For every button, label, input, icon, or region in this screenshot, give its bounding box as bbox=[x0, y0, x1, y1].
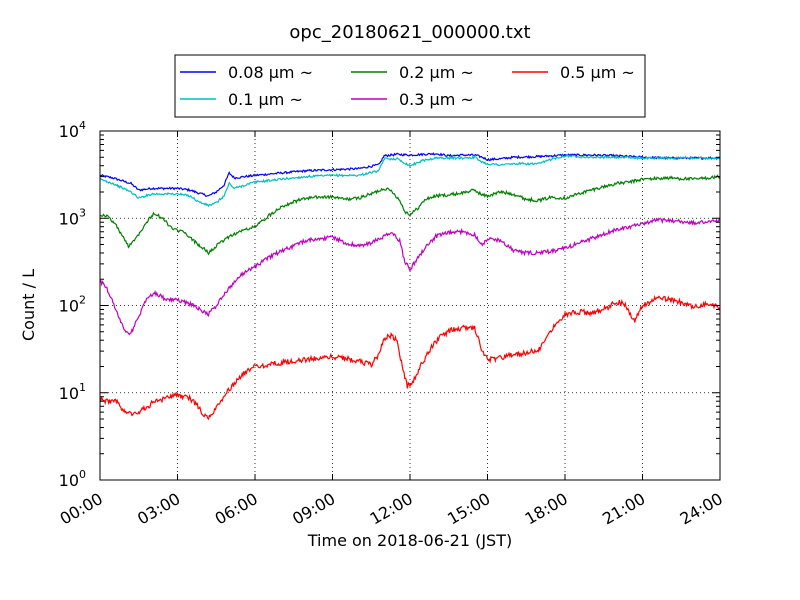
x-tick-label: 18:00 bbox=[522, 489, 571, 529]
x-tick-label: 06:00 bbox=[212, 489, 261, 529]
x-tick-label: 21:00 bbox=[599, 489, 648, 529]
legend: 0.08 μm ~ 0.1 μm ~ 0.2 μm ~ 0.3 μm ~ 0.5 μm … bbox=[174, 54, 646, 118]
x-tick-label: 00:00 bbox=[57, 489, 106, 529]
series-line bbox=[99, 154, 721, 208]
legend-label: 0.2 μm ~ bbox=[399, 63, 474, 82]
y-axis-ticks: 100 101 102 103 104 bbox=[59, 119, 720, 490]
series-line bbox=[99, 294, 721, 421]
x-tick-label: 12:00 bbox=[367, 489, 416, 529]
y-tick-label: 101 bbox=[59, 381, 86, 403]
x-axis-label: Time on 2018-06-21 (JST) bbox=[307, 531, 512, 550]
y-tick-label: 100 bbox=[59, 468, 86, 490]
legend-label: 0.08 μm ~ bbox=[228, 63, 313, 82]
y-tick-label: 103 bbox=[59, 206, 86, 228]
x-tick-label: 24:00 bbox=[677, 489, 726, 529]
x-tick-label: 09:00 bbox=[289, 489, 338, 529]
x-tick-label: 15:00 bbox=[444, 489, 493, 529]
grid bbox=[100, 131, 720, 480]
y-tick-label: 102 bbox=[59, 294, 86, 316]
series-line bbox=[99, 174, 721, 256]
y-axis-label: Count / L bbox=[19, 269, 38, 341]
legend-label: 0.1 μm ~ bbox=[228, 90, 303, 109]
x-tick-label: 03:00 bbox=[134, 489, 183, 529]
series-line bbox=[99, 217, 721, 336]
series-lines bbox=[99, 152, 721, 421]
legend-label: 0.5 μm ~ bbox=[560, 63, 635, 82]
legend-label: 0.3 μm ~ bbox=[399, 90, 474, 109]
chart-title: opc_20180621_000000.txt bbox=[289, 22, 530, 43]
legend-box bbox=[174, 54, 646, 118]
series-line bbox=[99, 152, 721, 197]
y-tick-label: 104 bbox=[59, 119, 86, 141]
